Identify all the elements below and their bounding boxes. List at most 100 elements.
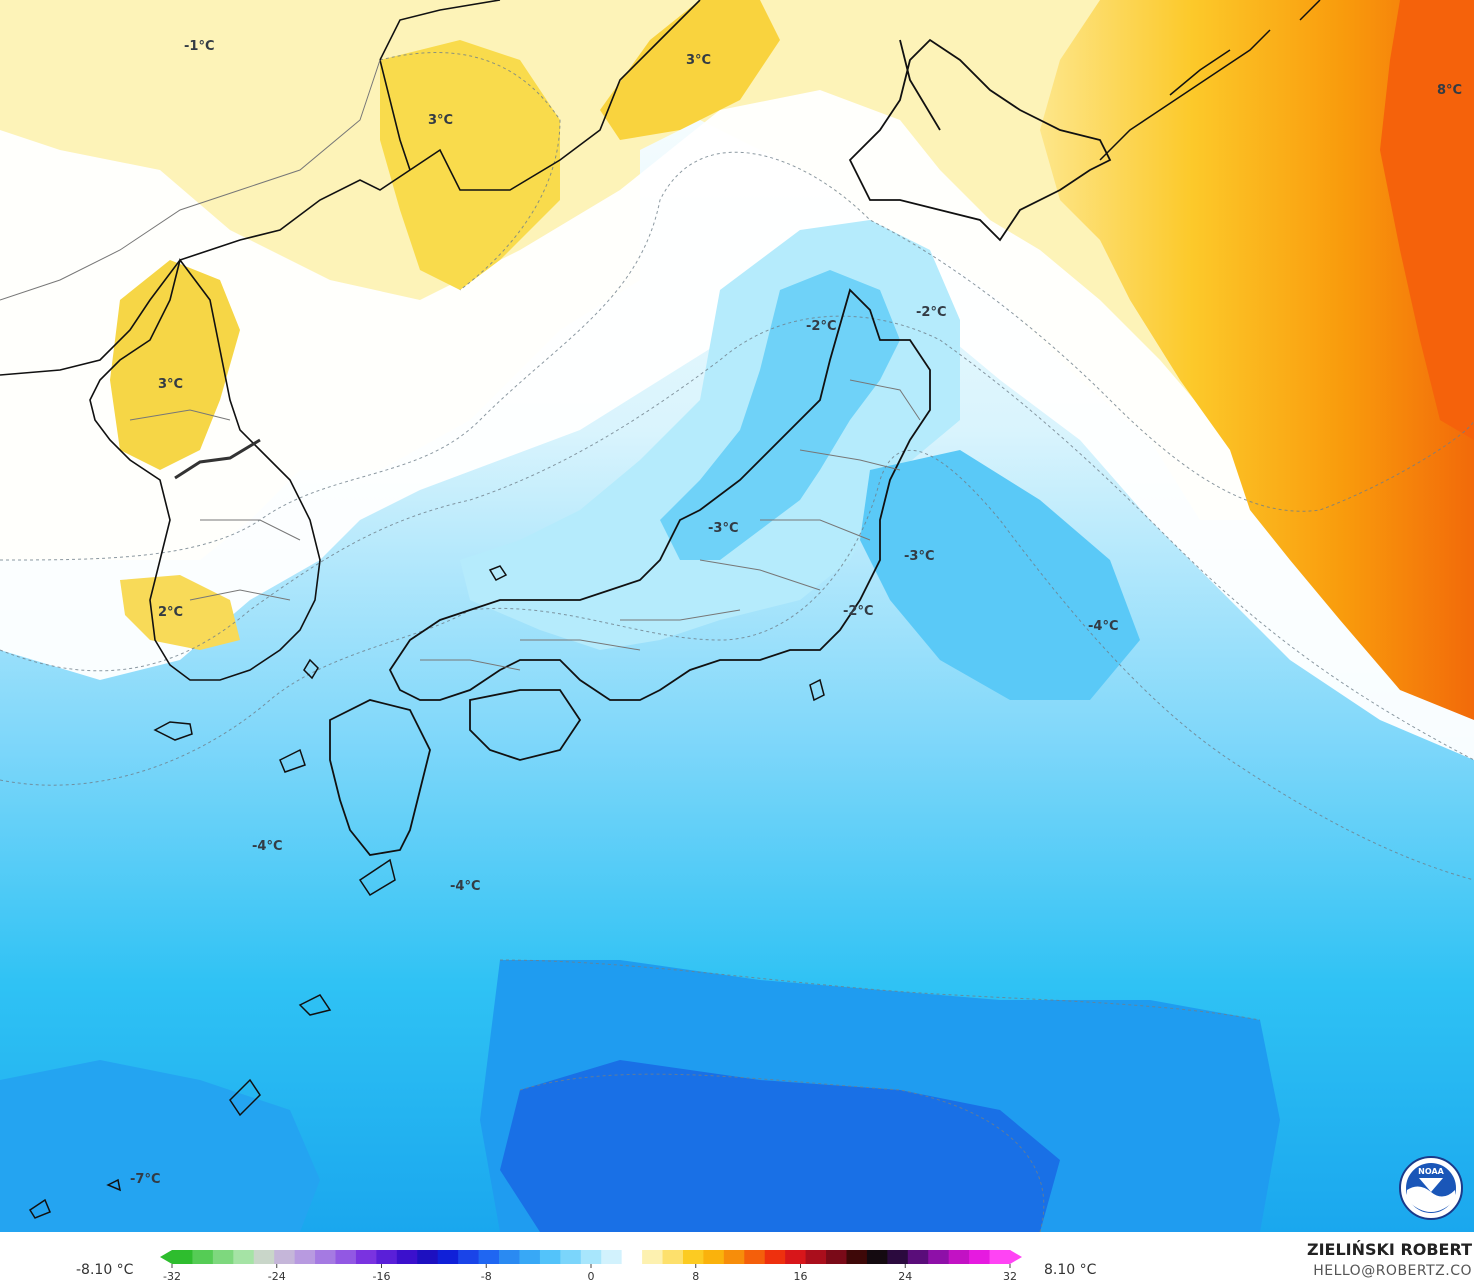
pacific-warm-anomaly [1040,0,1474,720]
scale-color-cell [335,1250,357,1264]
scale-color-cell [785,1250,807,1264]
southern-deepest-cold [500,1060,1060,1232]
scale-color-cell [826,1250,847,1264]
noaa-logo-text: NOAA [1418,1167,1444,1176]
range-min-label: -8.10 °C [76,1262,134,1278]
label-ryukyu-7: -7°C [130,1172,160,1187]
scale-color-cell [396,1250,418,1264]
label-pacific-3: -3°C [904,549,934,564]
scale-color-cell [703,1250,725,1264]
label-pacific-4: -4°C [1088,619,1118,634]
scale-color-cell [355,1250,377,1264]
scale-tick-label: 8 [692,1270,699,1283]
kyushu [329,699,431,856]
scale-color-cell [315,1250,337,1264]
temperature-labels: -1°C 3°C 3°C 8°C 3°C 2°C -2°C -2°C -3°C … [130,39,1462,1187]
scale-color-cell [682,1250,704,1264]
scale-color-cell [866,1250,888,1264]
scale-color-cell [192,1250,214,1264]
scale-color-cell [417,1250,439,1264]
small-islands [28,565,825,1219]
country-borders [0,0,701,376]
admin-borders [0,59,921,671]
scale-tick-label: 0 [588,1270,595,1283]
scale-color-cell [560,1250,582,1264]
scale-color-cell [744,1250,766,1264]
scale-arrow-right [1010,1250,1022,1264]
label-okhotsk-3: 3°C [686,53,711,68]
scale-color-cell [274,1250,296,1264]
scale-color-cell [253,1250,275,1264]
korea-coastline [89,258,321,681]
scale-tick-label: -8 [481,1270,492,1283]
scale-tick-label: -16 [373,1270,391,1283]
label-kamchatka-8: 8°C [1437,83,1462,98]
scale-color-cell [580,1250,602,1264]
contour-lines [0,52,1474,1232]
label-tohoku-w-2: -2°C [806,319,836,334]
scale-color-cell [846,1250,868,1264]
label-hokkaido-e-2: -2°C [916,305,946,320]
scale-color-cell [499,1250,520,1264]
map-canvas: -1°C 3°C 3°C 8°C 3°C 2°C -2°C -2°C -3°C … [0,0,1474,1232]
scale-color-cell [969,1250,991,1264]
label-ecs-4: -4°C [252,839,282,854]
label-kanto-2: -2°C [843,604,873,619]
temperature-anomaly-map: -1°C 3°C 3°C 8°C 3°C 2°C -2°C -2°C -3°C … [0,0,1474,1232]
scale-color-cell [233,1250,255,1264]
scale-tick-label: 24 [898,1270,912,1283]
pacific-cold-core [860,450,1140,700]
scale-tick-label: 32 [1003,1270,1017,1283]
okhotsk-warm-patch [600,0,780,140]
shikoku [469,689,582,761]
scale-color-cell [212,1250,234,1264]
label-korea-n-3: 3°C [158,377,183,392]
scale-color-cell [662,1250,684,1264]
ryukyu-deep-cold [0,1060,320,1232]
scale-color-cell [519,1250,541,1264]
neutral-band [0,90,1474,760]
sakhalin [899,39,941,131]
label-n-china-1: -1°C [184,39,214,54]
scale-tick-label: -32 [163,1270,181,1283]
korea-south-patch [120,575,240,650]
scale-color-cell [601,1250,623,1264]
scale-color-cell [723,1250,745,1264]
scale-color-cell [437,1250,459,1264]
scale-color-cell [376,1250,398,1264]
author-email[interactable]: HELLO@ROBERTZ.CO [1313,1263,1472,1279]
scale-color-cell [172,1250,193,1264]
scale-color-cell [478,1250,500,1264]
author-name: ZIELIŃSKI ROBERT [1306,1240,1472,1259]
scale-color-cell [989,1250,1011,1264]
hokkaido [848,38,1112,242]
japan-cold-core [660,270,900,560]
noaa-logo: NOAA [1399,1156,1463,1220]
scale-arrow-left [160,1250,172,1264]
northern-coastlines [1099,0,1321,161]
label-manchuria-3: 3°C [428,113,453,128]
color-scale-bar: -32 -24 -16 -8 0 8 16 24 32 [160,1250,1022,1283]
manchuria-warm-patch [380,40,560,290]
scale-color-cell [621,1250,643,1264]
korea-dmz [174,438,261,480]
japan-islands [329,38,1112,856]
scale-color-cell [458,1250,480,1264]
scale-color-cell [805,1250,827,1264]
scale-color-cell [764,1250,786,1264]
scale-color-cell [539,1250,561,1264]
scale-tick-label: -24 [268,1270,286,1283]
scale-color-cell [294,1250,316,1264]
scale-color-cell [907,1250,929,1264]
honshu [388,288,931,701]
scale-color-cell [887,1250,909,1264]
pacific-hot-core [1380,0,1474,440]
label-korea-s-2: 2°C [158,605,183,620]
range-max-label: 8.10 °C [1044,1262,1097,1278]
label-kyushu-s-4: -4°C [450,879,480,894]
scale-tick-label: 16 [794,1270,808,1283]
label-honshu-c-3: -3°C [708,521,738,536]
footer: -8.10 °C -32 -24 -16 -8 0 8 16 24 32 8.10 °C ZIE… [0,1232,1474,1287]
scale-color-cell [928,1250,950,1264]
scale-color-cell [642,1250,664,1264]
